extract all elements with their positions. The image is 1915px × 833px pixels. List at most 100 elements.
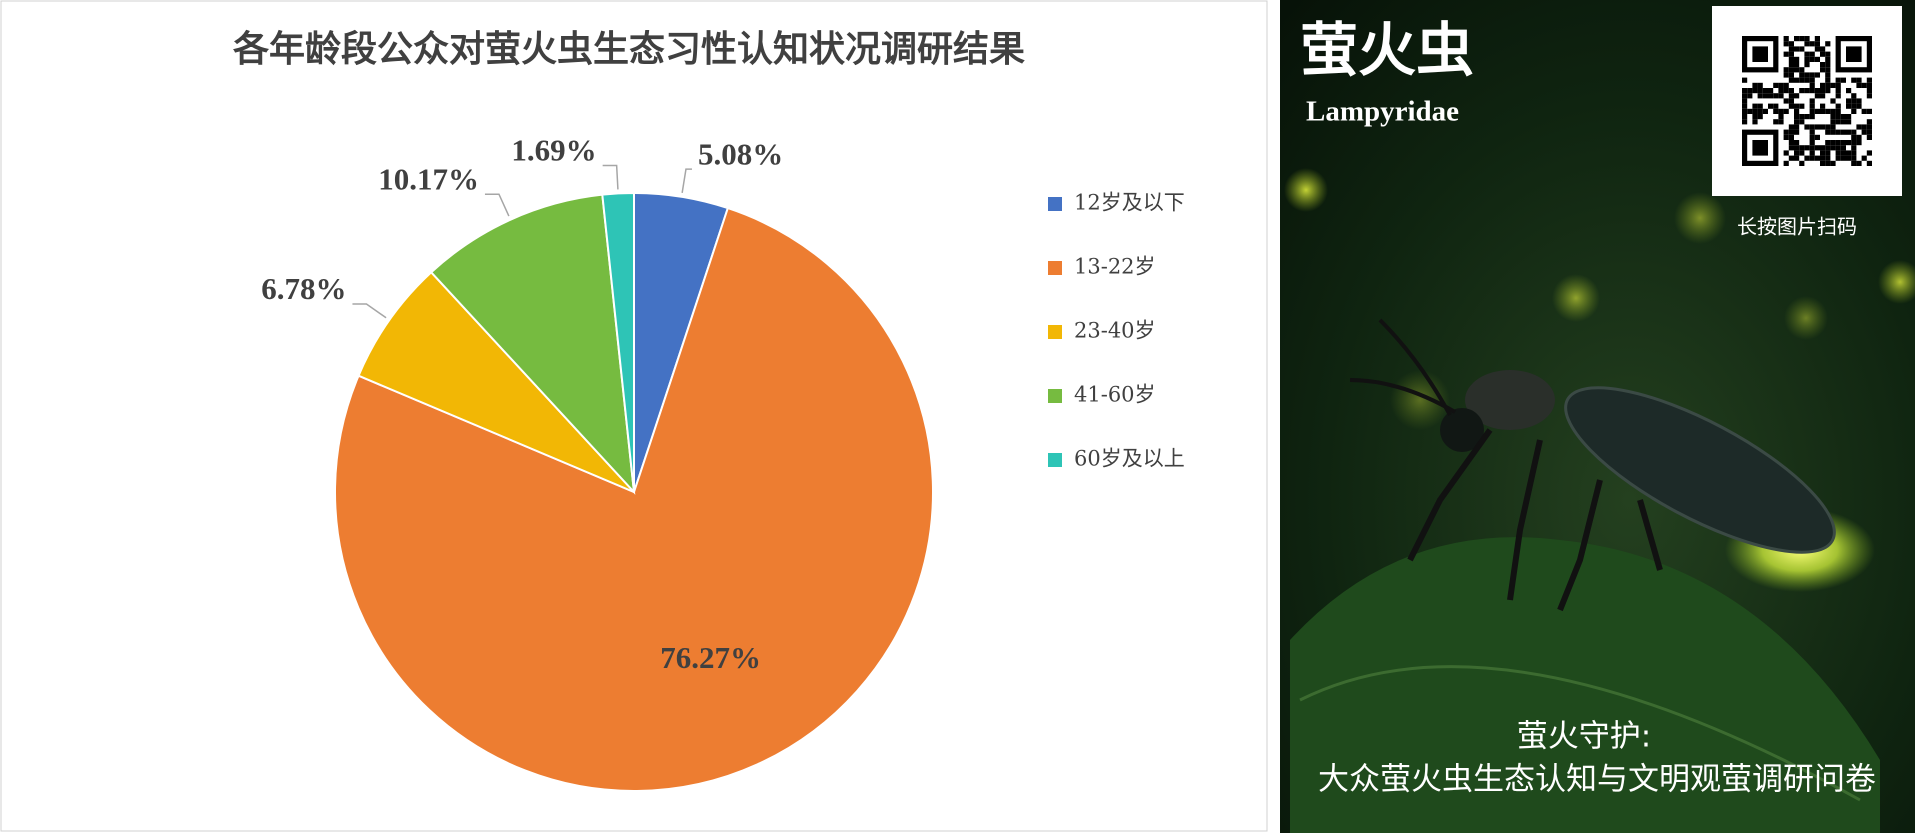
qr-module [1825,160,1831,166]
qr-module [1820,67,1826,73]
qr-module [1788,72,1794,78]
qr-module [1809,108,1815,114]
qr-module [1820,124,1826,130]
qr-module [1861,108,1867,114]
qr-module [1788,46,1794,52]
qr-module [1835,155,1841,161]
qr-module [1866,124,1872,130]
qr-module [1788,77,1794,83]
qr-module [1861,124,1867,130]
qr-module [1809,56,1815,62]
qr-module [1794,56,1800,62]
qr-module [1809,145,1815,151]
qr-module [1835,129,1841,135]
qr-module [1794,46,1800,52]
qr-module [1814,93,1820,99]
qr-module [1762,108,1768,114]
qr-module [1861,129,1867,135]
qr-module [1866,129,1872,135]
qr-code [1742,36,1872,166]
legend-swatch [1048,261,1062,275]
qr-module [1820,108,1826,114]
qr-module [1866,88,1872,94]
qr-module [1814,124,1820,130]
qr-module [1846,129,1852,135]
qr-hint: 长按图片扫码 [1737,215,1857,239]
qr-module [1804,41,1810,47]
qr-module [1794,150,1800,156]
qr-module [1788,145,1794,151]
qr-module [1814,41,1820,47]
qr-module [1742,88,1748,94]
qr-module [1778,108,1784,114]
qr-module [1783,41,1789,47]
qr-module [1794,103,1800,109]
qr-module [1830,108,1836,114]
qr-module [1788,155,1794,161]
qr-module [1742,93,1748,99]
bokeh [1552,274,1600,322]
qr-module [1809,134,1815,140]
qr-module [1840,150,1846,156]
qr-module [1799,67,1805,73]
legend-label: 13-22岁 [1074,255,1156,279]
qr-module [1778,88,1784,94]
qr-module [1866,108,1872,114]
data-label: 76.27% [660,640,761,675]
qr-finder [1846,46,1862,62]
qr-module [1794,140,1800,146]
qr-module [1768,93,1774,99]
qr-module [1762,93,1768,99]
qr-module [1866,150,1872,156]
qr-module [1778,93,1784,99]
qr-module [1835,119,1841,125]
qr-module [1742,98,1748,104]
qr-module [1851,134,1857,140]
qr-module [1814,108,1820,114]
qr-module [1840,119,1846,125]
qr-module [1752,119,1758,125]
qr-module [1742,114,1748,120]
qr-module [1861,155,1867,161]
pie: 5.08% 76.27% 6.78% 10.17% 1.69% [261,133,934,792]
qr-module [1788,56,1794,62]
qr-module [1799,119,1805,125]
legend-swatch [1048,325,1062,339]
qr-module [1809,140,1815,146]
qr-module [1835,108,1841,114]
qr-module [1783,82,1789,88]
qr-module [1835,77,1841,83]
qr-module [1757,88,1763,94]
qr-module [1814,46,1820,52]
qr-module [1830,124,1836,130]
qr-module [1799,150,1805,156]
qr-module [1856,103,1862,109]
legend-swatch [1048,389,1062,403]
qr-module [1794,93,1800,99]
pie-slice [601,191,635,493]
qr-module [1825,150,1831,156]
qr-module [1856,134,1862,140]
qr-module [1757,82,1763,88]
qr-module [1809,129,1815,135]
qr-module [1825,51,1831,57]
qr-module [1804,56,1810,62]
qr-module [1835,103,1841,109]
qr-module [1773,108,1779,114]
pie-slice [334,206,934,792]
qr-module [1778,119,1784,125]
qr-module [1804,155,1810,161]
qr-module [1809,41,1815,47]
legend-label: 60岁及以上 [1074,447,1185,471]
qr-module [1788,134,1794,140]
qr-module [1866,134,1872,140]
qr-module [1846,119,1852,125]
legend-label: 12岁及以下 [1074,191,1185,215]
qr-module [1866,93,1872,99]
qr-module [1866,160,1872,166]
qr-module [1757,93,1763,99]
qr-module [1804,36,1810,42]
qr-module [1851,160,1857,166]
qr-module [1820,103,1826,109]
qr-module [1830,82,1836,88]
